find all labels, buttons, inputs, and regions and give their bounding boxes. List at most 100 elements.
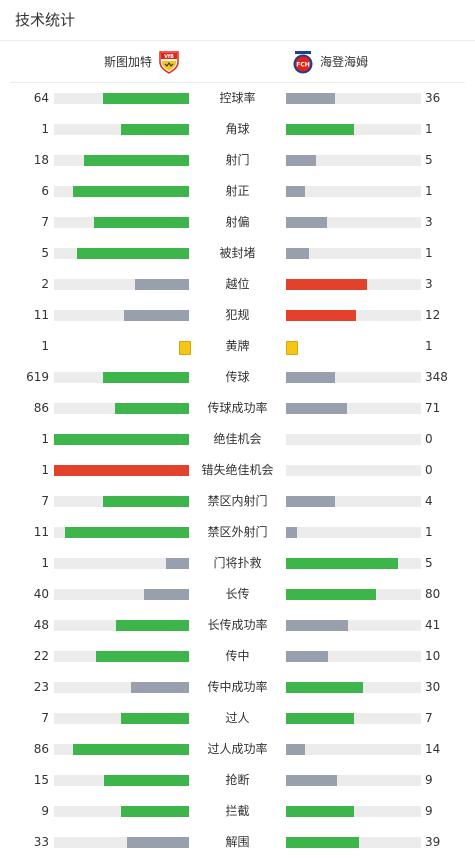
home-bar-track — [54, 682, 189, 693]
away-value: 14 — [425, 742, 441, 756]
home-value: 1 — [41, 463, 49, 477]
stat-label: 门将扑救 — [213, 556, 262, 570]
stat-label: 抢断 — [225, 773, 250, 787]
away-bar-fill — [286, 279, 367, 290]
stat-row: 2 越位 3 — [0, 269, 475, 300]
home-bar-fill — [103, 372, 189, 383]
home-bar-track — [54, 124, 189, 135]
stat-label: 角球 — [225, 122, 250, 136]
away-bar-track — [286, 651, 421, 662]
away-bar-track — [286, 527, 421, 538]
away-bar-track — [286, 713, 421, 724]
home-bar-track — [54, 806, 189, 817]
stat-label: 传球成功率 — [207, 401, 268, 415]
stat-row: 1 黄牌 1 — [0, 331, 475, 362]
away-value: 71 — [425, 401, 441, 415]
away-value: 36 — [425, 91, 441, 105]
away-value: 9 — [425, 804, 433, 818]
away-bar-fill — [286, 558, 398, 569]
away-bar-track — [286, 279, 421, 290]
stat-row: 22 传中 10 — [0, 641, 475, 672]
home-value: 1 — [41, 556, 49, 570]
away-value: 12 — [425, 308, 441, 322]
home-team[interactable]: 斯图加特 VfB — [104, 41, 180, 82]
stat-label: 被封堵 — [219, 246, 256, 260]
away-bar-fill — [286, 744, 305, 755]
home-bar-fill — [121, 806, 189, 817]
home-bar-fill — [115, 403, 189, 414]
stat-label: 禁区外射门 — [207, 525, 268, 539]
stat-label: 传中 — [225, 649, 250, 663]
heidenheim-crest-icon: FCH — [293, 50, 313, 73]
stat-label: 绝佳机会 — [213, 432, 262, 446]
away-value: 1 — [425, 122, 433, 136]
away-value: 39 — [425, 835, 441, 849]
away-team[interactable]: FCH 海登海姆 — [292, 41, 368, 82]
away-bar-track — [286, 775, 421, 786]
home-bar-track — [54, 713, 189, 724]
away-bar-track — [286, 806, 421, 817]
stat-row: 1 绝佳机会 0 — [0, 424, 475, 455]
stat-label: 控球率 — [219, 91, 256, 105]
away-bar-fill — [286, 651, 328, 662]
home-bar-track — [54, 558, 189, 569]
away-bar-track — [286, 744, 421, 755]
home-bar-fill — [144, 589, 189, 600]
home-bar-track — [54, 651, 189, 662]
home-value: 18 — [33, 153, 49, 167]
away-bar-fill — [286, 403, 347, 414]
home-bar-track — [54, 744, 189, 755]
stat-label: 越位 — [225, 277, 250, 291]
away-bar-fill — [286, 775, 337, 786]
section-title: 技术统计 — [0, 0, 475, 41]
away-bar-track — [286, 217, 421, 228]
stat-row: 11 禁区外射门 1 — [0, 517, 475, 548]
stat-row: 1 门将扑救 5 — [0, 548, 475, 579]
home-value: 1 — [41, 339, 49, 353]
home-value: 48 — [33, 618, 49, 632]
home-bar-fill — [73, 744, 189, 755]
home-value: 5 — [41, 246, 49, 260]
home-bar-track — [54, 186, 189, 197]
away-bar-fill — [286, 124, 354, 135]
stat-label: 射正 — [225, 184, 250, 198]
home-bar-fill — [84, 155, 189, 166]
away-bar-track — [286, 403, 421, 414]
home-bar-track — [54, 589, 189, 600]
home-value: 619 — [26, 370, 49, 384]
home-bar-fill — [124, 310, 189, 321]
away-value: 0 — [425, 463, 433, 477]
stat-row: 1 角球 1 — [0, 114, 475, 145]
away-bar-track — [286, 620, 421, 631]
away-bar-fill — [286, 310, 356, 321]
home-bar-fill — [135, 279, 189, 290]
away-value: 3 — [425, 215, 433, 229]
stat-label: 过人成功率 — [207, 742, 268, 756]
away-bar-fill — [286, 682, 363, 693]
home-bar-track — [54, 155, 189, 166]
stat-row: 7 禁区内射门 4 — [0, 486, 475, 517]
home-value: 40 — [33, 587, 49, 601]
home-value: 64 — [33, 91, 49, 105]
home-bar-track — [54, 527, 189, 538]
stat-row: 86 传球成功率 71 — [0, 393, 475, 424]
away-value: 5 — [425, 556, 433, 570]
teams-header: 斯图加特 VfB FCH 海登海姆 — [10, 41, 465, 83]
home-bar-track — [54, 93, 189, 104]
home-bar-track — [54, 434, 189, 445]
home-bar-fill — [131, 682, 189, 693]
home-bar-fill — [116, 620, 189, 631]
home-bar-fill — [73, 186, 189, 197]
away-bar-fill — [286, 837, 359, 848]
stat-label: 长传成功率 — [207, 618, 268, 632]
home-bar-fill — [77, 248, 189, 259]
away-value: 41 — [425, 618, 441, 632]
home-bar-track — [54, 837, 189, 848]
away-bar-track — [286, 589, 421, 600]
stat-row: 33 解围 39 — [0, 827, 475, 858]
home-bar-track — [54, 217, 189, 228]
away-bar-fill — [286, 186, 305, 197]
home-value: 6 — [41, 184, 49, 198]
stat-label: 禁区内射门 — [207, 494, 268, 508]
away-bar-track — [286, 682, 421, 693]
